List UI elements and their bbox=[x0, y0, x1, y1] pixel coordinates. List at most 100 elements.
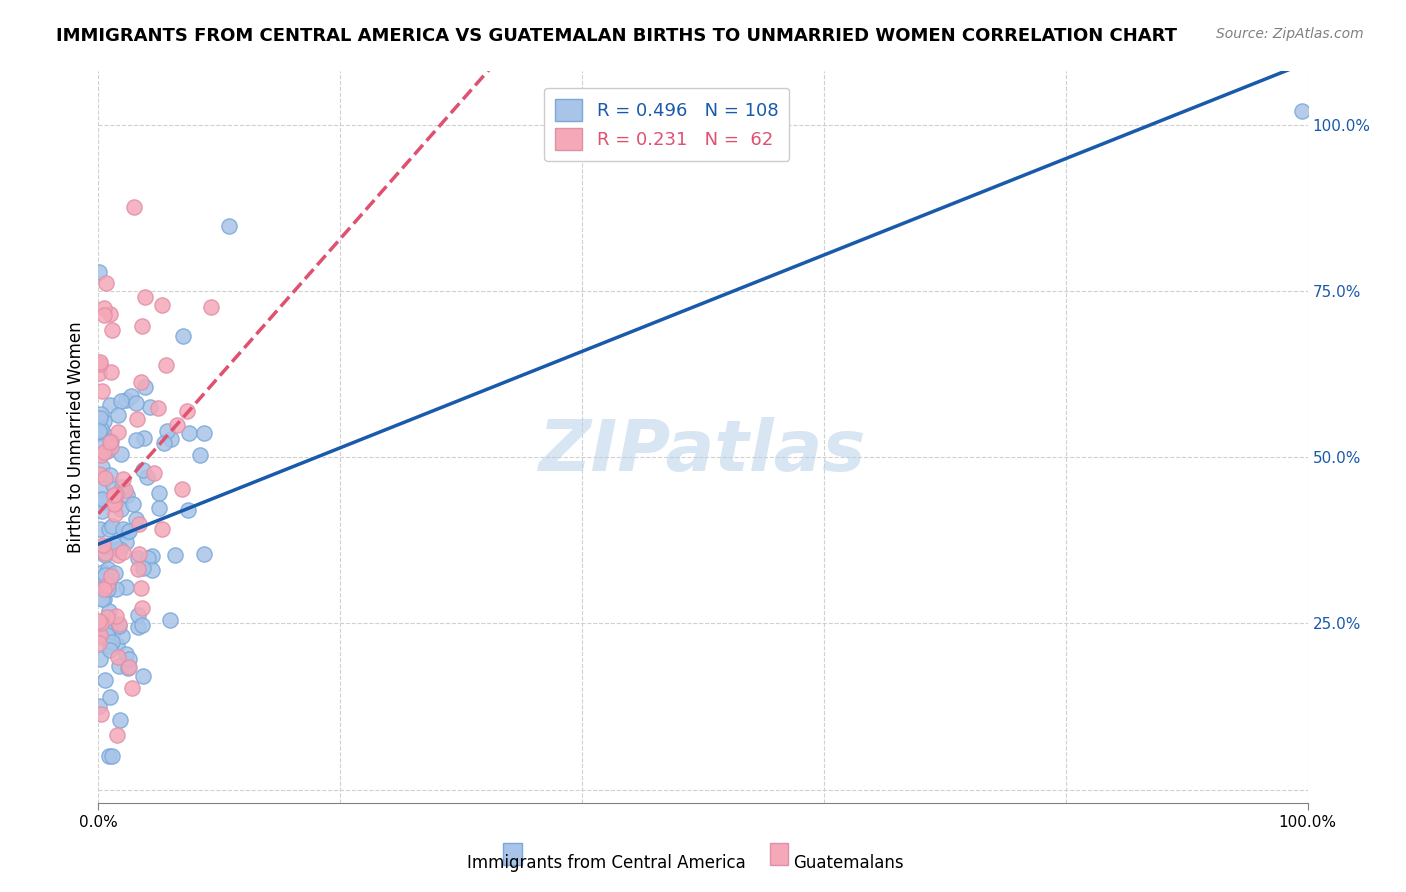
Point bbox=[98, 434, 121, 449]
Point bbox=[105, 609, 128, 624]
Point bbox=[90, 407, 112, 421]
Point bbox=[124, 512, 146, 526]
Point bbox=[129, 375, 152, 389]
Y-axis label: Births to Unmarried Women: Births to Unmarried Women bbox=[66, 321, 84, 553]
Point bbox=[132, 463, 155, 477]
Point bbox=[97, 522, 120, 536]
Point bbox=[90, 492, 112, 507]
Point bbox=[134, 290, 156, 304]
Point bbox=[117, 661, 139, 675]
Point bbox=[93, 426, 115, 441]
Point bbox=[155, 358, 177, 372]
Point bbox=[96, 443, 118, 458]
Point bbox=[101, 749, 124, 764]
Point bbox=[110, 447, 132, 461]
Point bbox=[90, 422, 112, 436]
Point bbox=[103, 477, 125, 491]
Point bbox=[136, 470, 159, 484]
Point bbox=[112, 472, 135, 486]
Point bbox=[101, 519, 124, 533]
Point bbox=[1291, 104, 1313, 119]
Point bbox=[128, 547, 150, 561]
Point bbox=[107, 649, 129, 664]
Point bbox=[146, 401, 169, 416]
Point bbox=[98, 690, 121, 704]
Point bbox=[87, 467, 110, 482]
Point bbox=[104, 566, 127, 580]
Point bbox=[89, 424, 111, 438]
Point bbox=[91, 439, 114, 453]
Point bbox=[165, 549, 187, 563]
Point bbox=[94, 470, 117, 484]
Point bbox=[90, 616, 112, 631]
Point bbox=[131, 318, 153, 333]
Point bbox=[122, 497, 145, 511]
Point bbox=[103, 537, 125, 551]
Point bbox=[138, 551, 160, 566]
Point bbox=[94, 584, 117, 599]
Point bbox=[98, 398, 121, 412]
Point bbox=[128, 517, 150, 532]
Point bbox=[129, 582, 152, 596]
Point bbox=[170, 482, 193, 496]
Point bbox=[108, 658, 131, 673]
Point bbox=[90, 592, 112, 607]
Point bbox=[127, 562, 149, 576]
Point bbox=[91, 468, 114, 483]
Point bbox=[91, 565, 114, 579]
Point bbox=[94, 276, 117, 290]
Legend: R = 0.496   N = 108, R = 0.231   N =  62: R = 0.496 N = 108, R = 0.231 N = 62 bbox=[544, 87, 789, 161]
Point bbox=[193, 425, 215, 440]
Point bbox=[150, 522, 173, 536]
Point bbox=[93, 582, 115, 596]
Point bbox=[94, 567, 117, 582]
Point bbox=[96, 577, 118, 591]
Point bbox=[124, 395, 146, 409]
Point bbox=[177, 503, 200, 517]
Point bbox=[142, 466, 165, 480]
Point bbox=[89, 628, 111, 642]
Point bbox=[105, 487, 128, 501]
Point bbox=[91, 384, 114, 398]
Text: IMMIGRANTS FROM CENTRAL AMERICA VS GUATEMALAN BIRTHS TO UNMARRIED WOMEN CORRELAT: IMMIGRANTS FROM CENTRAL AMERICA VS GUATE… bbox=[56, 27, 1177, 45]
Point bbox=[94, 673, 117, 688]
Point bbox=[150, 297, 173, 311]
FancyBboxPatch shape bbox=[769, 843, 787, 865]
Point bbox=[172, 329, 194, 343]
Text: ZIPatlas: ZIPatlas bbox=[540, 417, 866, 486]
Point bbox=[193, 547, 215, 561]
Point bbox=[132, 669, 155, 683]
Point bbox=[127, 412, 149, 426]
Point bbox=[93, 591, 115, 606]
Point bbox=[91, 459, 114, 474]
Point bbox=[148, 486, 170, 500]
Point bbox=[98, 307, 121, 321]
Point bbox=[89, 652, 111, 666]
Point bbox=[111, 629, 134, 643]
Point bbox=[104, 582, 127, 596]
Point bbox=[93, 495, 115, 509]
Point bbox=[90, 706, 112, 721]
Point bbox=[153, 436, 176, 450]
Point bbox=[98, 467, 121, 482]
Point bbox=[91, 538, 114, 552]
Point bbox=[114, 483, 136, 497]
Point bbox=[100, 434, 122, 449]
Point bbox=[141, 549, 163, 563]
Point bbox=[93, 308, 115, 322]
Point bbox=[131, 617, 153, 632]
Point bbox=[127, 620, 149, 634]
Point bbox=[141, 563, 163, 577]
Point bbox=[98, 749, 121, 764]
Point bbox=[132, 431, 155, 445]
Point bbox=[87, 636, 110, 650]
Point bbox=[121, 681, 143, 695]
Point bbox=[148, 500, 170, 515]
Point bbox=[98, 604, 121, 618]
Point bbox=[112, 522, 135, 536]
Point bbox=[107, 616, 129, 631]
Point bbox=[89, 630, 111, 644]
Point bbox=[89, 357, 111, 371]
Point bbox=[93, 577, 115, 591]
Point bbox=[101, 624, 124, 639]
